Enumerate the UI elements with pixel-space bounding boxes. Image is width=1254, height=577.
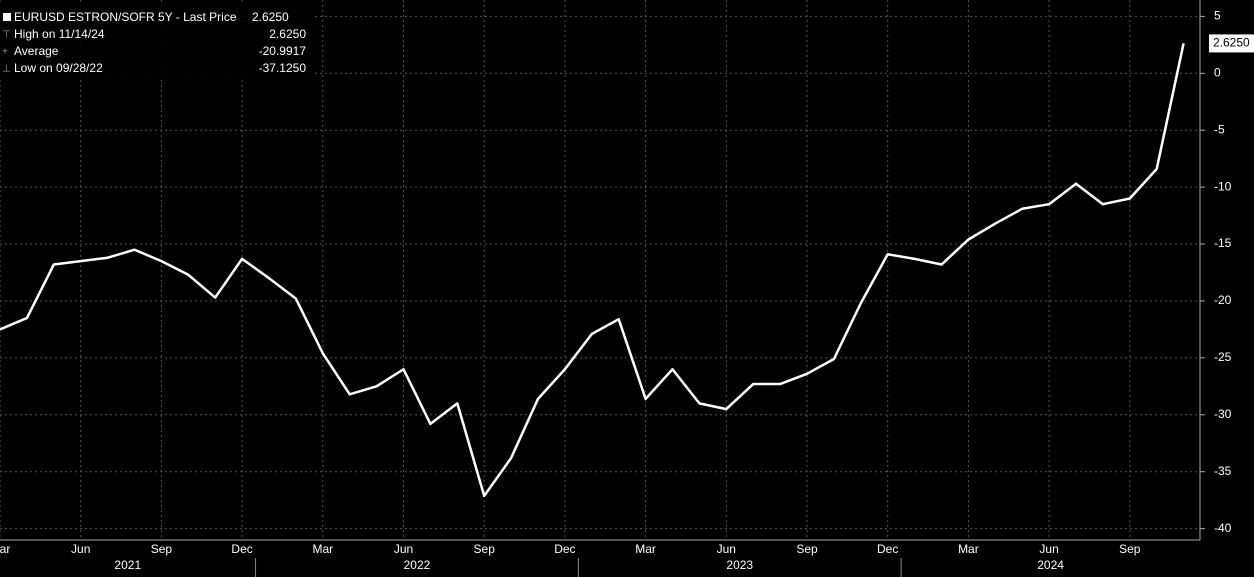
legend-box xyxy=(0,4,312,78)
y-tick-label: -5 xyxy=(1214,122,1225,136)
x-tick-label: Jun xyxy=(717,542,736,556)
x-tick-label: Mar xyxy=(635,542,656,556)
y-tick-label: -35 xyxy=(1214,464,1232,478)
y-tick-label: 5 xyxy=(1214,9,1221,23)
legend-value: 2.6250 xyxy=(252,10,289,24)
legend-stat-label: Low on 09/28/22 xyxy=(14,61,103,75)
legend-icon: ⊥ xyxy=(2,64,11,75)
x-tick-label: Mar xyxy=(0,542,10,556)
year-label: 2023 xyxy=(726,558,753,572)
legend-stat-value: 2.6250 xyxy=(269,27,306,41)
year-label: 2022 xyxy=(404,558,431,572)
y-tick-label: -30 xyxy=(1214,407,1232,421)
legend-icon: ⊤ xyxy=(2,30,11,41)
y-tick-label: -10 xyxy=(1214,179,1232,193)
y-tick-label: -40 xyxy=(1214,521,1232,535)
legend-icon: + xyxy=(2,47,8,58)
x-tick-label: Sep xyxy=(1119,542,1141,556)
x-tick-label: Dec xyxy=(554,542,575,556)
legend-stat-value: -37.1250 xyxy=(259,61,307,75)
x-tick-label: Sep xyxy=(796,542,818,556)
y-tick-label: -20 xyxy=(1214,293,1232,307)
x-tick-label: Jun xyxy=(1039,542,1058,556)
x-tick-label: Mar xyxy=(312,542,333,556)
x-tick-label: Jun xyxy=(71,542,90,556)
x-tick-label: Jun xyxy=(394,542,413,556)
last-price-box xyxy=(1209,34,1254,53)
y-tick-label: -15 xyxy=(1214,236,1232,250)
legend-stat-label: High on 11/14/24 xyxy=(14,27,105,41)
x-tick-label: Mar xyxy=(958,542,979,556)
year-label: 2024 xyxy=(1037,558,1064,572)
last-price-label: 2.6250 xyxy=(1213,36,1250,50)
legend-title: EURUSD ESTRON/SOFR 5Y - Last Price xyxy=(14,10,237,24)
x-tick-label: Dec xyxy=(877,542,898,556)
legend-swatch xyxy=(3,13,11,21)
legend-stat-value: -20.9917 xyxy=(259,44,307,58)
legend-stat-label: Average xyxy=(14,44,59,58)
year-label: 2021 xyxy=(114,558,141,572)
x-tick-label: Sep xyxy=(474,542,496,556)
x-tick-label: Sep xyxy=(151,542,173,556)
y-tick-label: -25 xyxy=(1214,350,1232,364)
y-tick-label: 0 xyxy=(1214,65,1221,79)
x-tick-label: Dec xyxy=(231,542,252,556)
price-line xyxy=(0,43,1185,498)
